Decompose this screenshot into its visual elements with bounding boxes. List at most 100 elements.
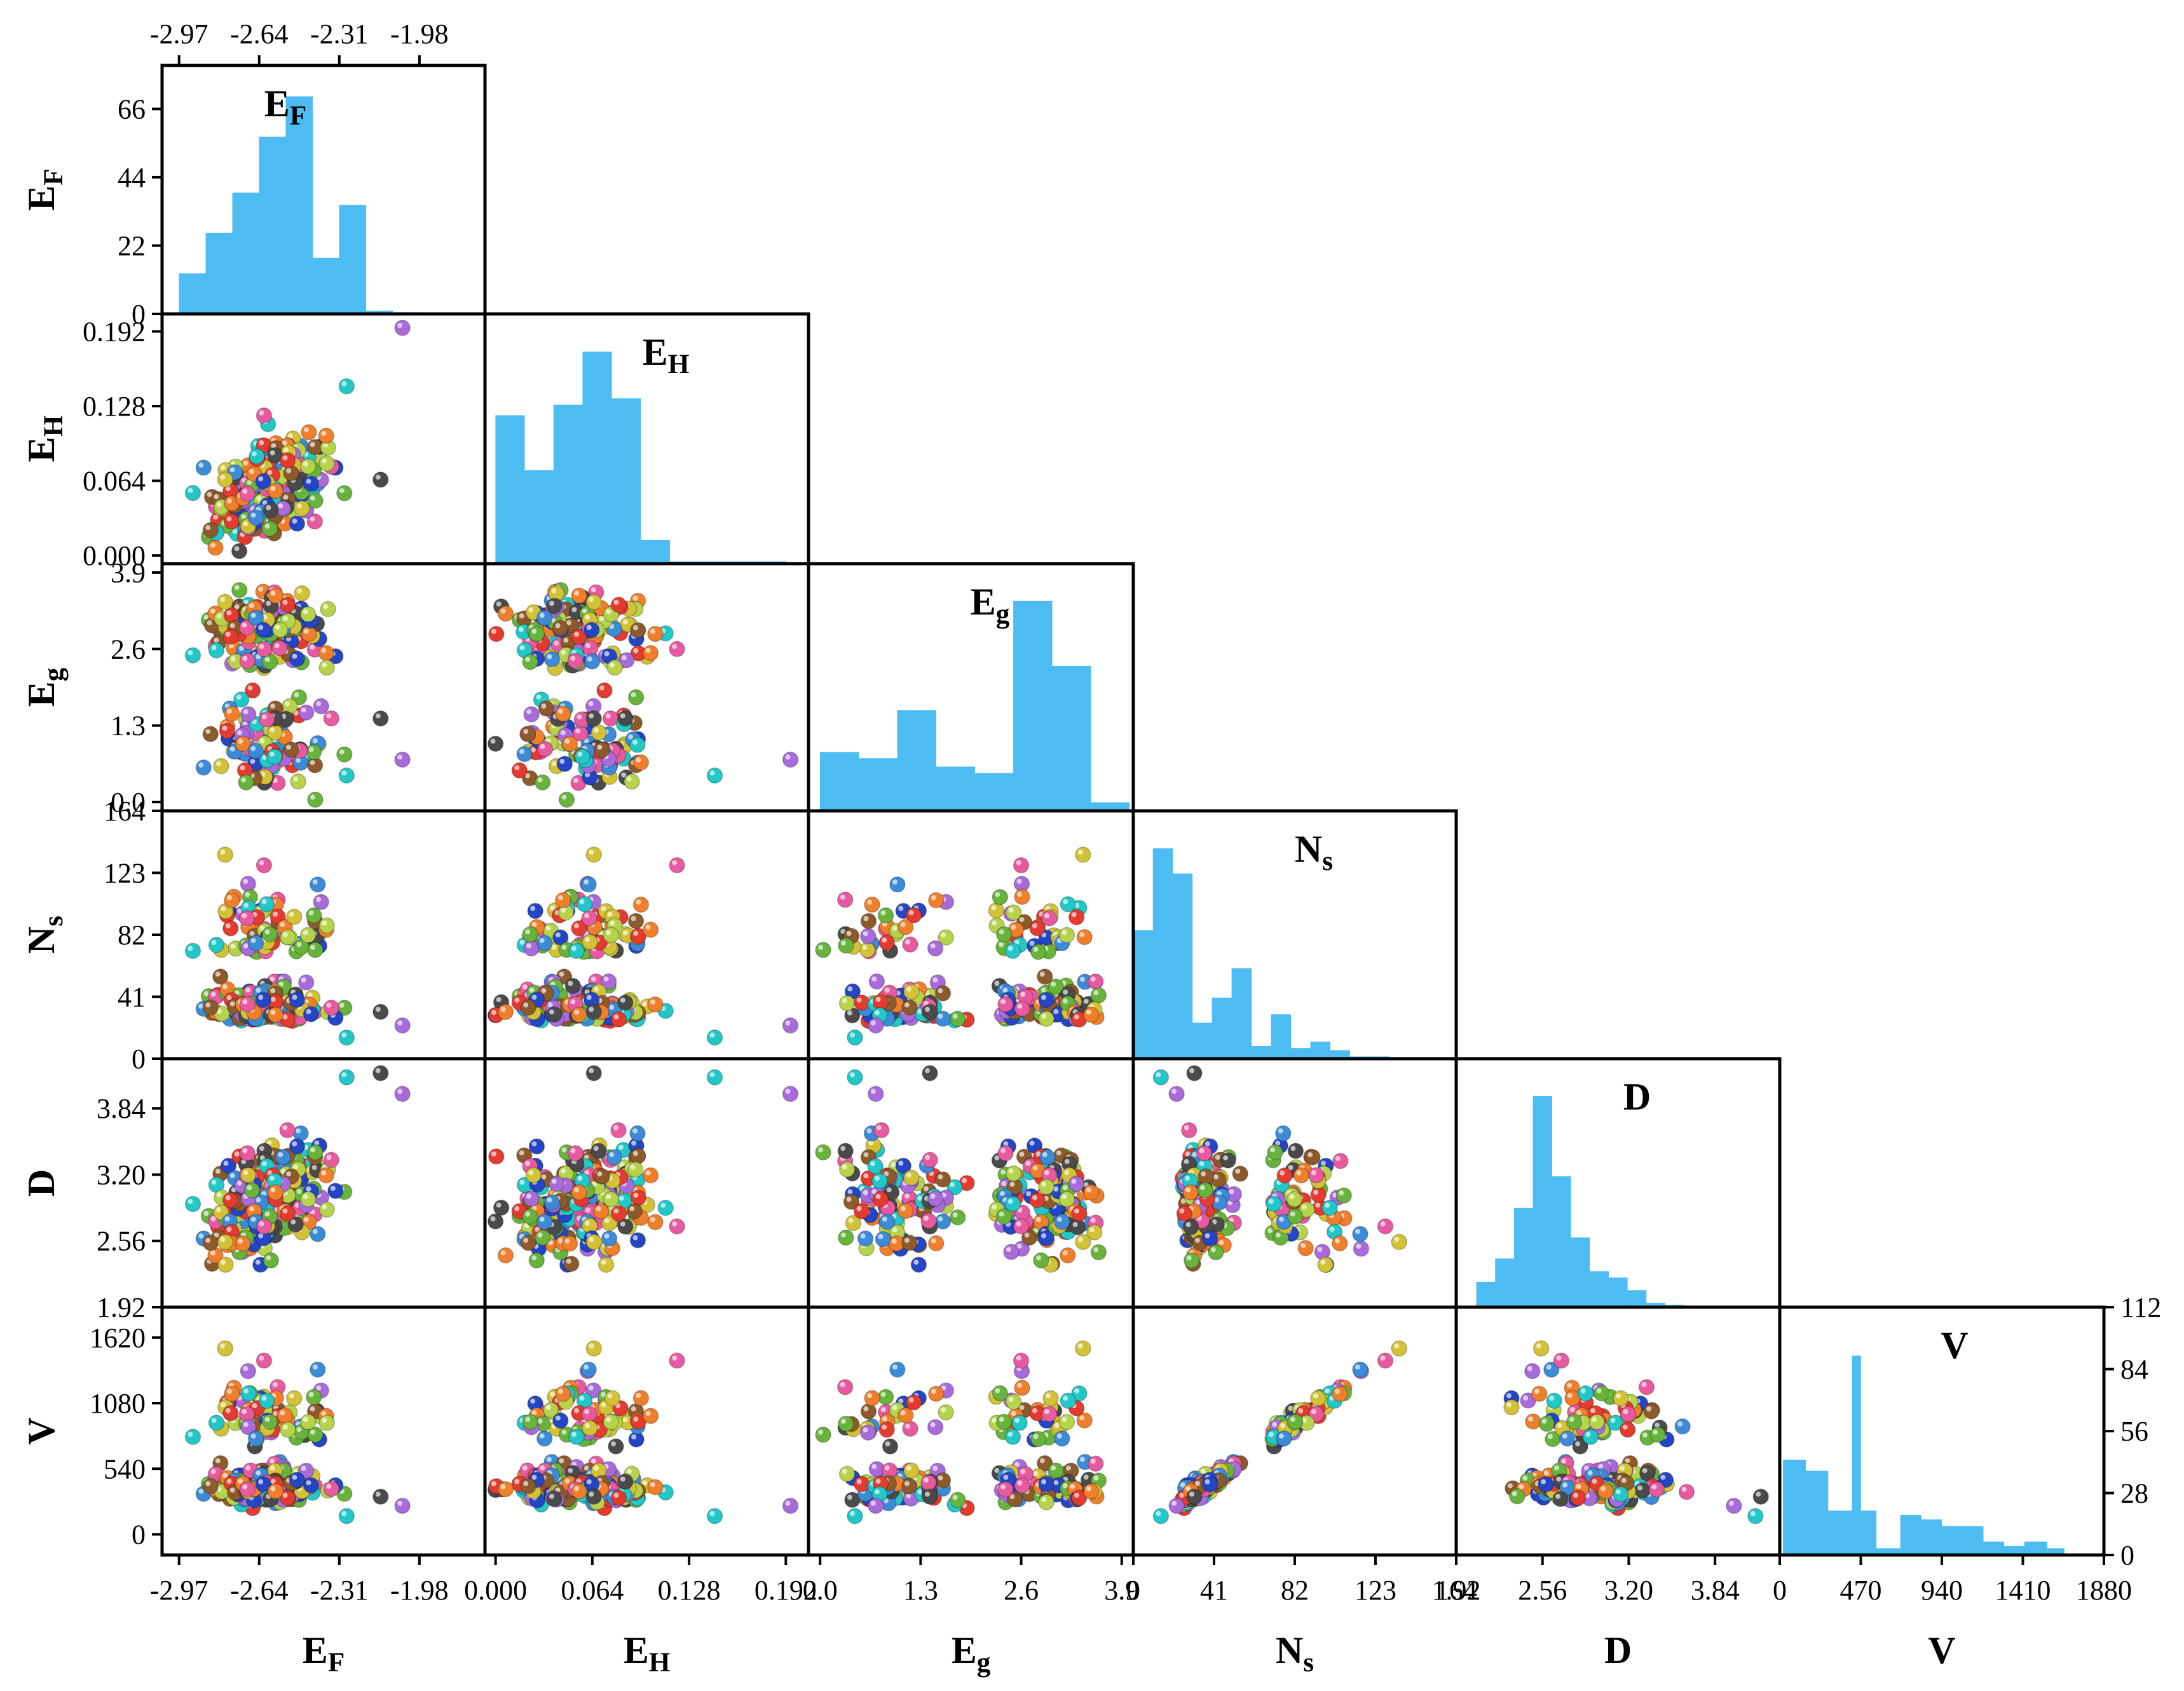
scatter-point-highlight <box>1267 1228 1273 1233</box>
scatter-point-highlight <box>547 1002 553 1008</box>
scatter-point-highlight <box>243 902 249 908</box>
scatter-point <box>860 913 877 930</box>
scatter-point <box>1232 1165 1248 1182</box>
scatter-point-highlight <box>256 1470 261 1476</box>
scatter-point-highlight <box>1199 1161 1205 1167</box>
scatter-point-highlight <box>908 910 914 916</box>
scatter-point <box>224 705 240 722</box>
scatter-point-highlight <box>258 625 264 630</box>
scatter-point <box>323 710 340 727</box>
scatter-point-highlight <box>621 655 627 660</box>
scatter-point-highlight <box>818 1147 824 1153</box>
scatter-point <box>585 846 603 863</box>
scatter-point-highlight <box>904 1002 910 1008</box>
scatter-point-highlight <box>992 920 997 926</box>
scatter-point-highlight <box>1189 1068 1194 1073</box>
scatter-point-highlight <box>862 944 868 950</box>
scatter-point <box>603 1191 619 1207</box>
scatter-point-highlight <box>531 995 537 1000</box>
scatter-point-highlight <box>642 1001 648 1007</box>
scatter-point <box>1058 927 1075 944</box>
scatter-point-highlight <box>225 1195 231 1200</box>
scatter-point <box>928 1235 945 1252</box>
scatter-point-highlight <box>892 1227 897 1233</box>
scatter-point <box>1287 1208 1304 1225</box>
scatter-point-highlight <box>303 1217 309 1223</box>
scatter-point-highlight <box>286 744 292 750</box>
scatter-point-highlight <box>1000 1169 1006 1175</box>
scatter-point <box>318 1201 335 1218</box>
scatter-point <box>567 1144 584 1162</box>
scatter-point <box>299 458 317 475</box>
scatter-point <box>523 706 540 723</box>
scatter-point-highlight <box>1356 1244 1362 1249</box>
scatter-point <box>1083 1007 1100 1023</box>
scatter-point-highlight <box>220 1237 226 1242</box>
scatter-point <box>372 1488 389 1505</box>
scatter-point <box>837 1143 854 1159</box>
scatter-point <box>875 1231 892 1247</box>
scatter-point <box>305 907 322 924</box>
scatter-point <box>1090 1244 1107 1261</box>
scatter-point <box>207 540 224 556</box>
scatter-point-highlight <box>225 923 231 928</box>
scatter-point <box>543 651 561 668</box>
scatter-point-highlight <box>571 946 577 951</box>
scatter-point <box>299 927 317 944</box>
scatter-point <box>1377 1218 1394 1235</box>
scatter-point-highlight <box>650 999 655 1005</box>
scatter-point-highlight <box>375 713 381 719</box>
scatter-point-highlight <box>234 546 240 552</box>
scatter-point <box>868 1085 884 1103</box>
scatter-point-highlight <box>1185 1187 1191 1193</box>
scatter-point <box>243 1182 261 1199</box>
scatter-point-highlight <box>856 997 862 1003</box>
scatter-point-highlight <box>577 714 582 720</box>
scatter-point-highlight <box>288 433 293 438</box>
scatter-point <box>1352 1226 1368 1242</box>
scatter-point-highlight <box>599 685 604 691</box>
scatter-point-highlight <box>326 1155 332 1160</box>
scatter-point-highlight <box>900 921 906 927</box>
scatter-point <box>617 710 634 727</box>
scatter-point-highlight <box>316 701 322 707</box>
scatter-point <box>261 520 278 537</box>
scatter-point <box>669 641 685 658</box>
scatter-point <box>279 1122 296 1139</box>
scatter-point <box>222 920 239 937</box>
scatter-point-highlight <box>584 937 590 942</box>
scatter-point <box>624 773 640 790</box>
scatter-point <box>488 625 505 642</box>
scatter-point <box>934 985 952 1002</box>
scatter-point-highlight <box>282 1492 288 1498</box>
scatter-point-highlight <box>570 656 576 661</box>
scatter-point <box>208 937 225 953</box>
scatter-point <box>217 472 234 488</box>
scatter-point <box>1391 1233 1407 1251</box>
scatter-point-highlight <box>630 1164 636 1170</box>
scatter-point-highlight <box>188 1432 193 1437</box>
scatter-point-highlight <box>306 479 311 484</box>
scatter-point-highlight <box>846 1197 852 1202</box>
scatter-point-highlight <box>198 762 204 768</box>
scatter-point <box>255 473 271 490</box>
scatter-point-highlight <box>1016 878 1022 884</box>
scatter-point-highlight <box>524 1160 530 1166</box>
scatter-point-highlight <box>500 1250 506 1256</box>
scatter-point-highlight <box>610 662 615 668</box>
scatter-point-highlight <box>490 1216 496 1221</box>
scatter-point-highlight <box>551 588 557 594</box>
scatter-point <box>224 892 240 909</box>
scatter-D-vs-EF <box>184 1065 411 1273</box>
scatter-point-highlight <box>1056 1216 1062 1222</box>
scatter-point-highlight <box>561 944 567 950</box>
scatter-point-highlight <box>270 727 275 733</box>
scatter-point-highlight <box>566 620 571 625</box>
scatter-point <box>1069 1219 1086 1235</box>
scatter-point-highlight <box>1329 1226 1335 1232</box>
scatter-point <box>594 742 611 758</box>
scatter-point-highlight <box>999 942 1004 947</box>
scatter-point <box>1275 1125 1292 1142</box>
scatter-point <box>997 996 1014 1013</box>
scatter-point <box>280 929 296 946</box>
